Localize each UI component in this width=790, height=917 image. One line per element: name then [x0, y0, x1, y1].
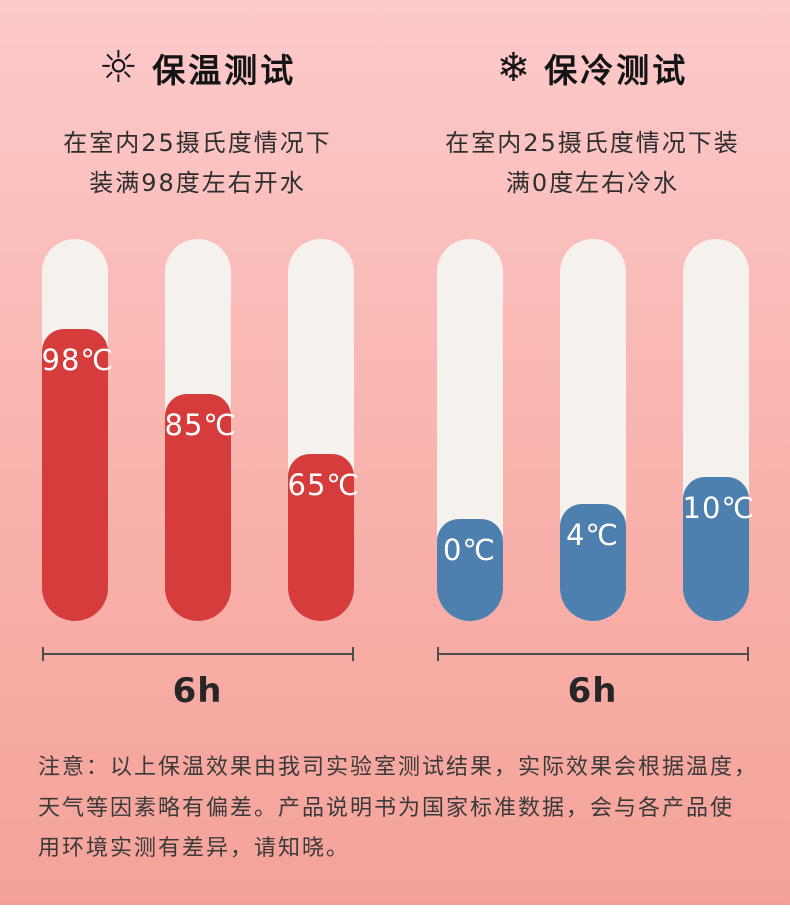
- note-line-1: 注意：以上保温效果由我司实验室测试结果，实际效果会根据温度，: [38, 755, 759, 780]
- heat-test-section: ☼ 保温测试 在室内25摄氏度情况下 装满98度左右开水 98℃ 85℃ 65℃ 6…: [0, 0, 395, 711]
- note-line-3: 用环境实测有差异，请知晓。: [38, 836, 351, 862]
- disclaimer-note: 注意：以上保温效果由我司实验室测试结果，实际效果会根据温度， 天气等因素略有偏差…: [38, 748, 766, 870]
- heat-test-header: ☼ 保温测试: [99, 42, 296, 94]
- bar-track: 85℃: [164, 239, 237, 622]
- cold-test-title: 保冷测试: [544, 51, 689, 90]
- test-columns: ☼ 保温测试 在室内25摄氏度情况下 装满98度左右开水 98℃ 85℃ 65℃ 6…: [0, 0, 790, 712]
- subtitle-line-2: 满0度左右冷水: [505, 168, 680, 197]
- bar-track: 4℃: [559, 239, 626, 622]
- bar-value-label: 85℃: [164, 408, 237, 443]
- bar-fill: 65℃: [287, 454, 360, 622]
- bar-value-label: 0℃: [442, 533, 497, 568]
- axis-duration-label: 6h: [567, 671, 618, 712]
- sun-icon: ☼: [98, 42, 139, 93]
- heat-test-bars: 98℃ 85℃ 65℃: [41, 239, 360, 622]
- heat-test-subtitle: 在室内25摄氏度情况下 装满98度左右开水: [63, 124, 332, 203]
- bar-track: 10℃: [682, 239, 755, 622]
- cold-test-header: ❄ 保冷测试: [497, 42, 689, 94]
- bar-value-label: 65℃: [287, 468, 360, 503]
- subtitle-line-2: 装满98度左右开水: [89, 168, 306, 197]
- cold-test-subtitle: 在室内25摄氏度情况下装 满0度左右冷水: [445, 124, 740, 203]
- bar-track: 65℃: [287, 239, 360, 622]
- axis-line: [436, 647, 749, 662]
- snowflake-icon: ❄: [496, 45, 531, 91]
- note-line-2: 天气等因素略有偏差。产品说明书为国家标准数据，会与各产品使: [38, 795, 735, 821]
- bar-fill: 0℃: [436, 519, 503, 622]
- subtitle-line-1: 在室内25摄氏度情况下: [63, 129, 332, 157]
- bar-value-label: 10℃: [682, 491, 755, 526]
- footer-strip: [0, 905, 790, 917]
- bar-track: 0℃: [436, 239, 503, 622]
- bar-track: 98℃: [41, 239, 114, 622]
- bar-fill: 4℃: [559, 504, 626, 622]
- cold-test-axis: 6h: [436, 647, 749, 712]
- heat-test-axis: 6h: [41, 647, 354, 712]
- bar-fill: 98℃: [41, 329, 114, 622]
- cold-test-bars: 0℃ 4℃ 10℃: [436, 239, 755, 622]
- heat-test-title: 保温测试: [152, 51, 297, 90]
- subtitle-line-1: 在室内25摄氏度情况下装: [445, 129, 740, 157]
- axis-line: [41, 647, 354, 662]
- bar-value-label: 4℃: [565, 518, 620, 553]
- bar-value-label: 98℃: [41, 343, 114, 378]
- cold-test-section: ❄ 保冷测试 在室内25摄氏度情况下装 满0度左右冷水 0℃ 4℃ 10℃ 6h: [395, 0, 790, 711]
- bar-fill: 85℃: [164, 394, 237, 622]
- axis-duration-label: 6h: [172, 671, 223, 712]
- bar-fill: 10℃: [682, 477, 755, 622]
